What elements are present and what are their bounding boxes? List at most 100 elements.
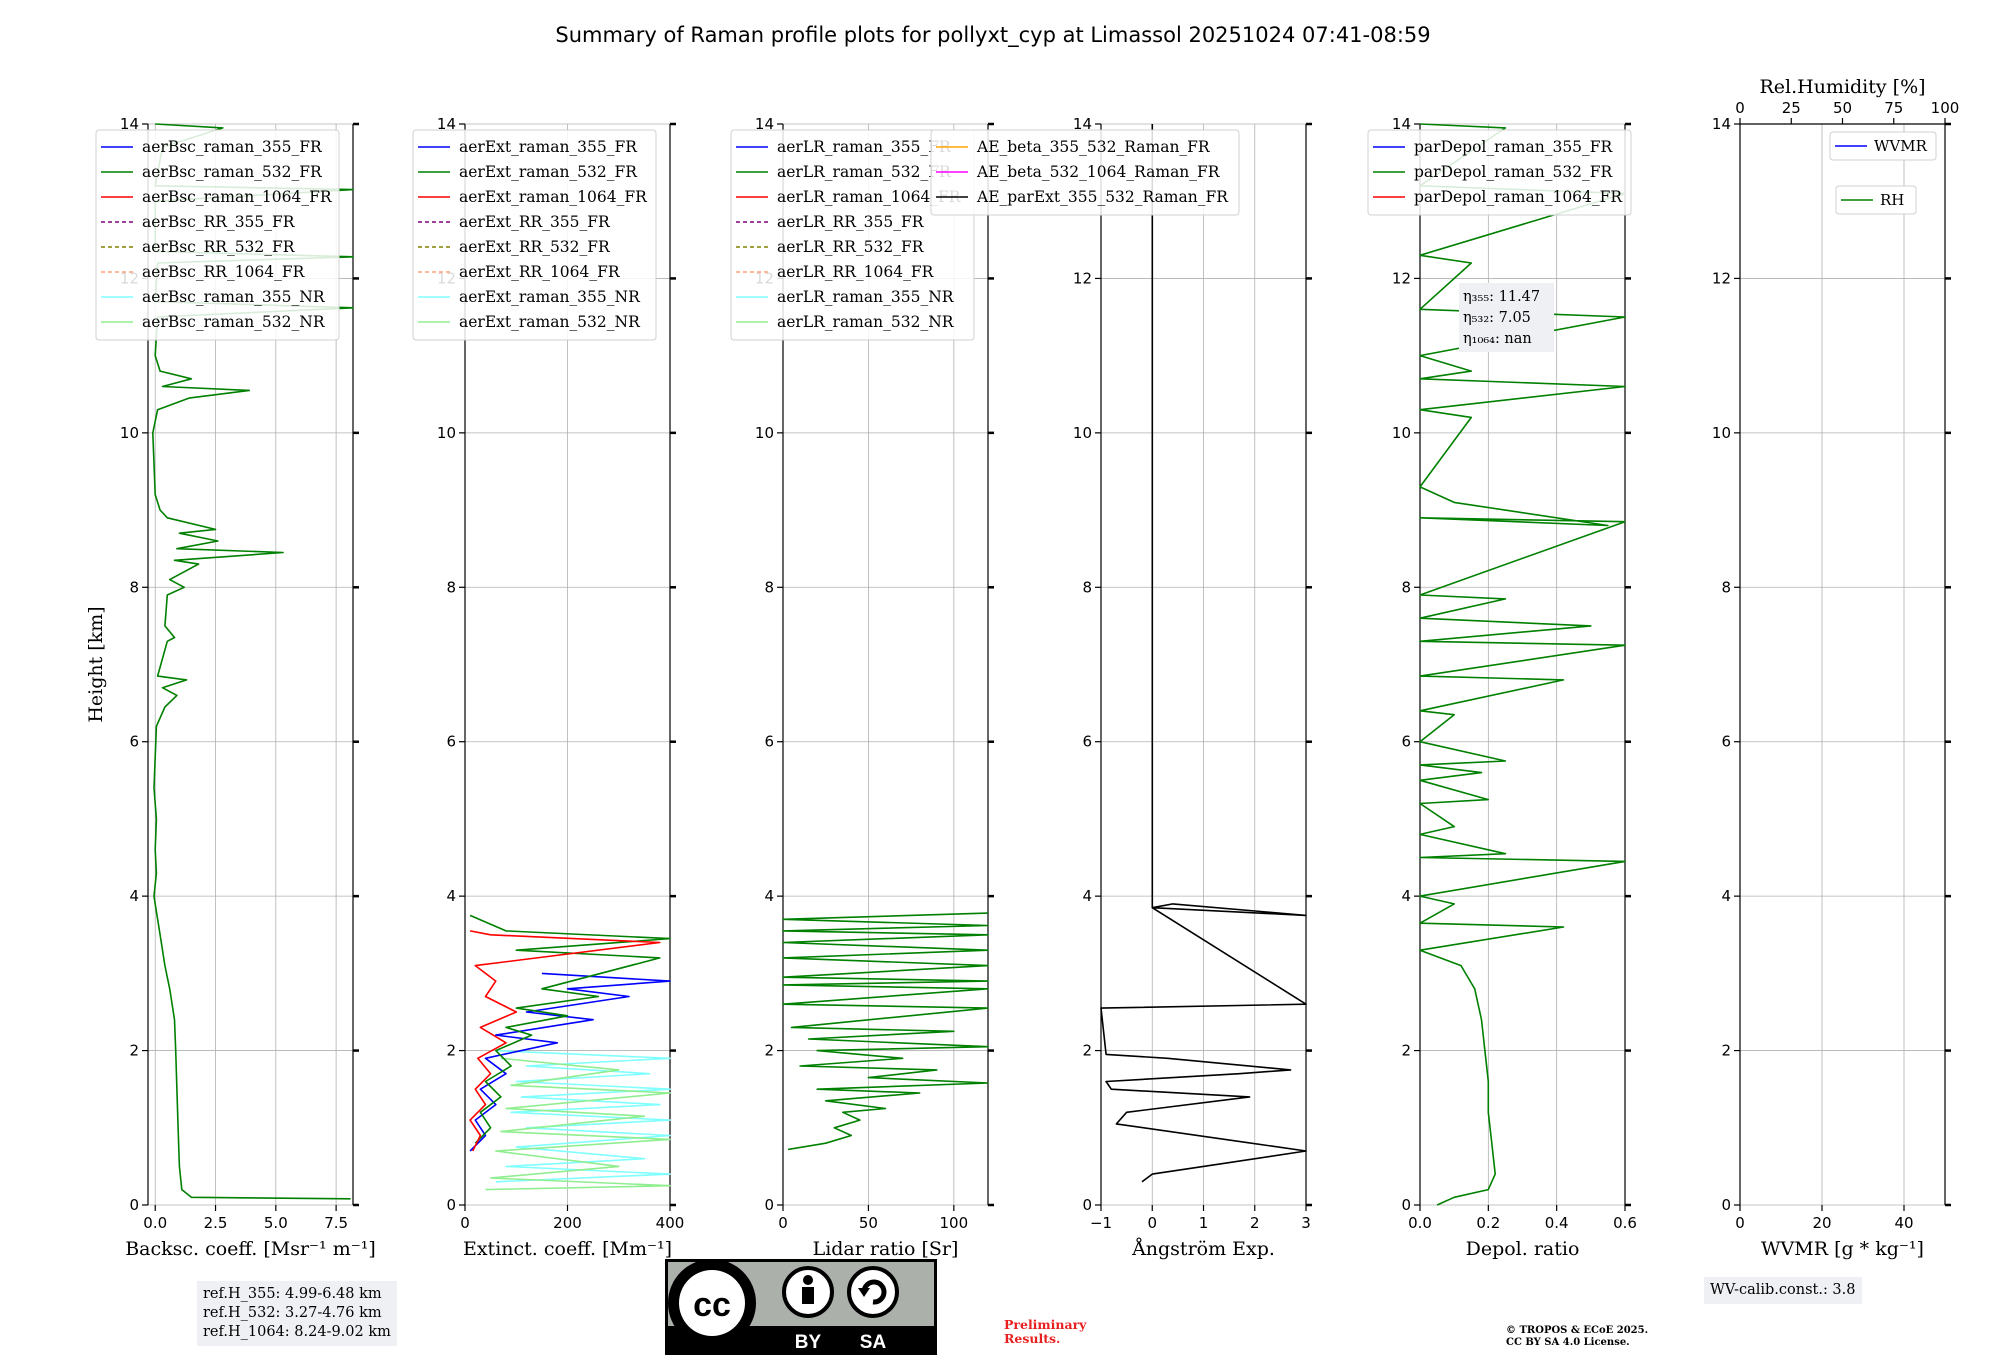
x-tick-label: 1 <box>1199 1214 1209 1232</box>
y-tick-label: 10 <box>1712 424 1731 442</box>
legend-label: aerExt_RR_1064_FR <box>459 263 621 281</box>
legend-label: aerExt_raman_1064_FR <box>459 188 648 206</box>
y-tick-label: 6 <box>1401 733 1411 751</box>
series-aerLR_raman_532_FR <box>782 912 989 1151</box>
legend-label: AE_beta_532_1064_Raman_FR <box>976 163 1221 181</box>
legend: AE_beta_355_532_Raman_FR AE_beta_532_1064… <box>930 129 1240 216</box>
y-tick-label: 14 <box>120 115 139 133</box>
y-tick-label: 6 <box>764 733 774 751</box>
legend-label: aerBsc_raman_1064_FR <box>142 188 333 206</box>
legend-label: aerLR_raman_532_NR <box>777 313 955 331</box>
y-tick-label: 4 <box>1401 887 1411 905</box>
y-tick-label: 14 <box>1712 115 1731 133</box>
copyright-line-1: © TROPOS & ECoE 2025. <box>1506 1325 1649 1336</box>
legend-label: aerExt_RR_532_FR <box>459 238 611 256</box>
copyright-line-2: CC BY SA 4.0 License. <box>1506 1337 1630 1348</box>
x-axis-label: Ångström Exp. <box>1131 1238 1275 1260</box>
ref-height-1064: ref.H_1064: 8.24-9.02 km <box>203 1324 391 1340</box>
y-tick-label: 14 <box>755 115 774 133</box>
legend-label: aerBsc_RR_1064_FR <box>142 263 306 281</box>
legend-label: aerLR_RR_355_FR <box>777 213 925 231</box>
wv-calibration-box: WV-calib.const.: 3.8 <box>1704 1277 1862 1304</box>
legend-box <box>412 129 657 341</box>
x-axis-label: Depol. ratio <box>1466 1238 1580 1260</box>
legend: parDepol_raman_355_FR parDepol_raman_532_… <box>1367 129 1632 216</box>
share-alike-icon <box>847 1266 899 1318</box>
legend-label: RH <box>1880 191 1904 209</box>
y-tick-label: 10 <box>755 424 774 442</box>
preliminary-line-1: Preliminary <box>1004 1317 1087 1332</box>
legend: aerLR_raman_355_FR aerLR_raman_532_FR aerL… <box>730 129 975 341</box>
license-by: BY <box>795 1332 822 1353</box>
legend-label: AE_beta_355_532_Raman_FR <box>976 138 1211 156</box>
x-tick-label: 3 <box>1301 1214 1311 1232</box>
legend-label: aerLR_RR_1064_FR <box>777 263 935 281</box>
x-tick-label: 2.5 <box>204 1214 228 1232</box>
ref-height-532: ref.H_532: 3.27-4.76 km <box>203 1305 382 1321</box>
top-x-tick-label: 0 <box>1735 99 1745 117</box>
legend-label: aerExt_RR_355_FR <box>459 213 611 231</box>
x-tick-label: 0 <box>1147 1214 1157 1232</box>
y-tick-label: 8 <box>446 578 456 596</box>
y-tick-label: 6 <box>129 733 139 751</box>
y-tick-label: 12 <box>1392 269 1411 287</box>
y-tick-label: 6 <box>446 733 456 751</box>
x-tick-label: 7.5 <box>324 1214 348 1232</box>
y-tick-label: 0 <box>764 1196 774 1214</box>
x-tick-label: 0.2 <box>1476 1214 1500 1232</box>
license-logo: cc BY SA <box>665 1259 937 1355</box>
legend-label: AE_parExt_355_532_Raman_FR <box>976 188 1229 206</box>
legend-label: aerBsc_raman_532_FR <box>142 163 323 181</box>
legend-label: aerExt_raman_532_FR <box>459 163 638 181</box>
y-tick-label: 6 <box>1082 733 1092 751</box>
y-tick-label: 4 <box>764 887 774 905</box>
cc-icon <box>679 1270 745 1336</box>
eta-annotation-box <box>1459 283 1554 352</box>
y-tick-label: 2 <box>1401 1042 1411 1060</box>
y-tick-label: 10 <box>437 424 456 442</box>
x-tick-label: 400 <box>656 1214 685 1232</box>
x-tick-label: 0 <box>1735 1214 1745 1232</box>
x-tick-label: 100 <box>940 1214 969 1232</box>
legend-label: aerExt_raman_355_NR <box>459 288 641 306</box>
preliminary-note: Preliminary Results. <box>1004 1318 1086 1346</box>
panel-lr: 02468101214050100Lidar ratio [Sr]aerLR_r… <box>730 115 994 1260</box>
x-tick-label: −1 <box>1090 1214 1112 1232</box>
panel-ext: 024681012140200400Extinct. coeff. [Mm⁻¹]… <box>412 115 685 1260</box>
x-axis-label: Extinct. coeff. [Mm⁻¹] <box>463 1238 672 1260</box>
series-parDepol_raman_532_FR <box>1419 123 1626 1206</box>
eta-annotation-line: η₃₅₅: 11.47 <box>1463 289 1540 305</box>
top-x-tick-label: 25 <box>1782 99 1801 117</box>
preliminary-line-2: Results. <box>1004 1331 1061 1346</box>
series-AE_parExt_355_532_Raman_FR <box>1100 124 1307 1183</box>
y-tick-label: 12 <box>1073 269 1092 287</box>
series-aerExt_raman_532_NR <box>485 1057 671 1191</box>
y-tick-label: 2 <box>129 1042 139 1060</box>
y-tick-label: 10 <box>120 424 139 442</box>
x-axis-label: WVMR [g * kg⁻¹] <box>1761 1238 1924 1260</box>
y-tick-label: 14 <box>437 115 456 133</box>
x-tick-label: 200 <box>553 1214 582 1232</box>
y-tick-label: 6 <box>1721 733 1731 751</box>
eta-annotation-line: η₁₀₆₄: nan <box>1463 331 1532 347</box>
legend-box <box>930 129 1240 216</box>
legend-box <box>1367 129 1632 216</box>
x-tick-label: 0.0 <box>1408 1214 1432 1232</box>
top-x-tick-label: 100 <box>1931 99 1960 117</box>
x-tick-label: 0.4 <box>1545 1214 1569 1232</box>
series-aerExt_raman_532_FR <box>469 914 671 1144</box>
eta-annotation-line: η₅₃₂: 7.05 <box>1463 310 1531 326</box>
legend-label: aerLR_raman_355_FR <box>777 138 952 156</box>
y-tick-label: 0 <box>1082 1196 1092 1214</box>
y-tick-label: 8 <box>1082 578 1092 596</box>
legend-box <box>1835 185 1917 215</box>
x-axis-label: Lidar ratio [Sr] <box>813 1238 959 1260</box>
y-tick-label: 4 <box>1082 887 1092 905</box>
x-tick-label: 5.0 <box>264 1214 288 1232</box>
x-tick-label: 50 <box>859 1214 878 1232</box>
